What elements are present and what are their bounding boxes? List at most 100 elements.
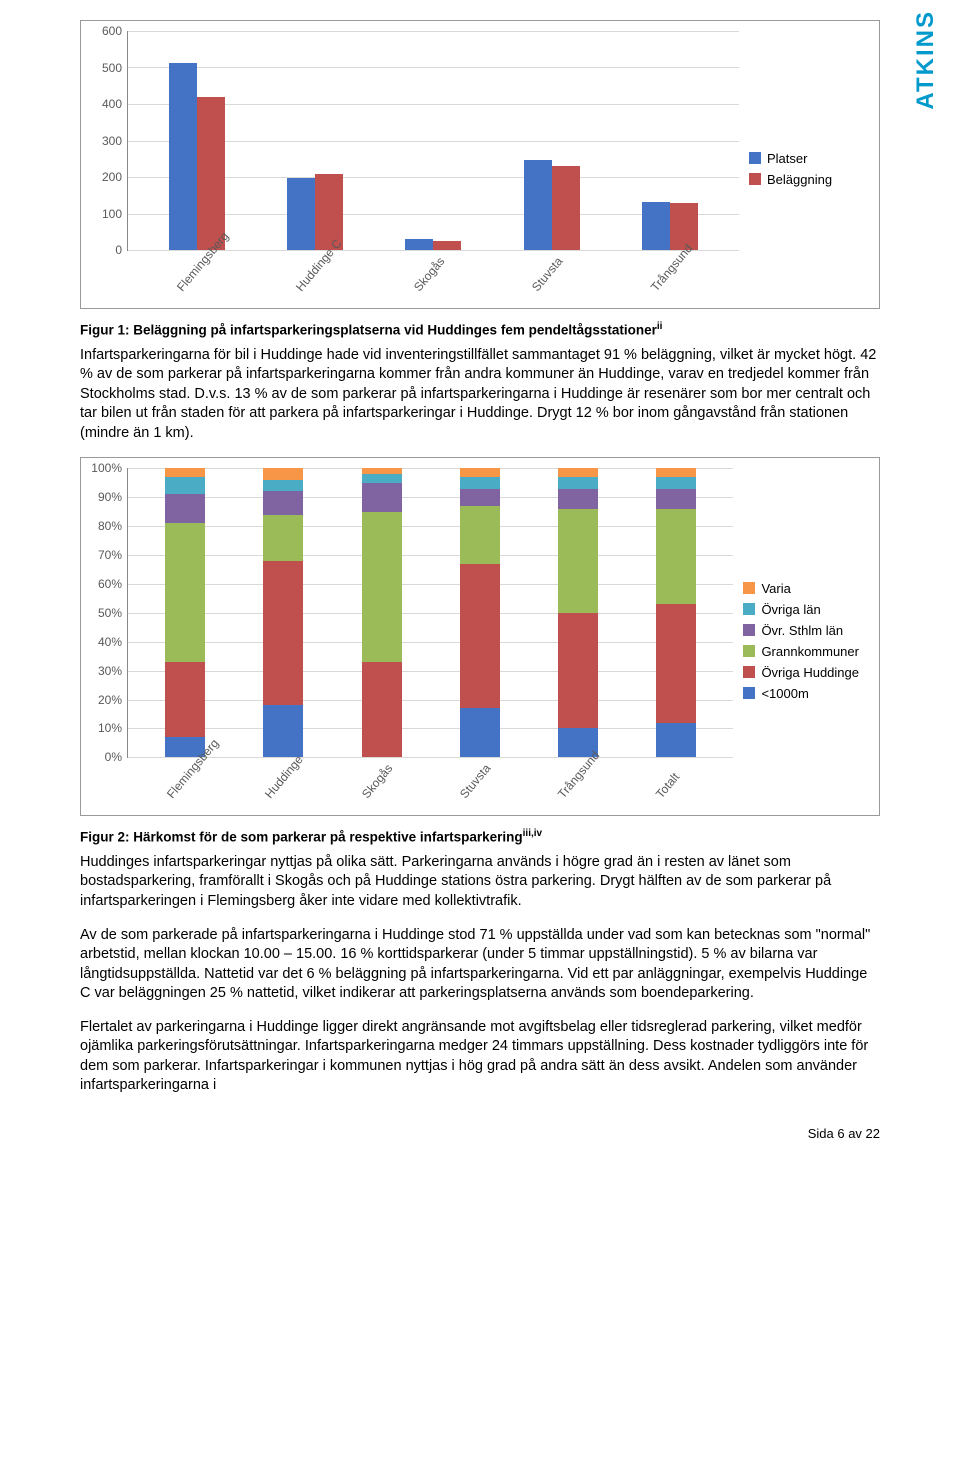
chart-2-segment [460,468,500,477]
chart-2-ytick: 60% [98,577,128,591]
figure-2-caption-text: Figur 2: Härkomst för de som parkerar på… [80,830,523,845]
legend-label: Övr. Sthlm län [761,623,843,638]
chart-2-ytick: 90% [98,490,128,504]
chart-2-ytick: 80% [98,519,128,533]
legend-label: Varia [761,581,790,596]
chart-1-bar [642,202,670,250]
paragraph-2: Huddinges infartsparkeringar nyttjas på … [80,853,880,912]
chart-2-stacked-bar [656,468,696,757]
chart-1-bar-group [642,202,698,250]
chart-1-bars [128,31,739,250]
paragraph-4: Flertalet av parkeringarna i Huddinge li… [80,1018,880,1096]
chart-2-ytick: 100% [91,461,128,475]
legend-label: Platser [767,151,807,166]
legend-swatch-icon [743,645,755,657]
chart-2-segment [656,604,696,722]
chart-1-ytick: 400 [102,97,128,111]
chart-2-segment [165,523,205,662]
chart-2-segment [558,613,598,729]
chart-2-segment [263,491,303,514]
chart-2-segment [558,489,598,509]
chart-1-ytick: 600 [102,24,128,38]
chart-2-ytick: 70% [98,548,128,562]
chart-2-ytick: 40% [98,635,128,649]
chart-2-segment [656,468,696,477]
chart-1-bar-group [524,160,580,250]
chart-2-legend-item: Övriga Huddinge [743,665,859,680]
chart-1-bar [197,97,225,250]
chart-1-xlabel: Flemingsberg [174,242,249,318]
legend-swatch-icon [749,173,761,185]
chart-2-ytick: 10% [98,721,128,735]
chart-2-segment [263,480,303,492]
chart-2-legend-item: Grannkommuner [743,644,859,659]
chart-1-bar [405,239,433,250]
chart-1-bar-group [169,63,225,250]
chart-2-stacked-bar [460,468,500,757]
chart-2-ytick: 20% [98,693,128,707]
page-footer: Sida 6 av 22 [80,1126,880,1141]
chart-2-segment [362,512,402,662]
chart-2-segment [263,561,303,706]
chart-1-legend: Platser Beläggning [749,31,869,306]
chart-1-ytick: 0 [115,243,128,257]
legend-swatch-icon [743,666,755,678]
legend-label: Övriga Huddinge [761,665,859,680]
chart-1-xlabel: Trångsund [648,242,723,318]
figure-1-footnote: ii [657,321,663,332]
chart-2-xlabel: Skogås [359,749,434,825]
chart-2-ytick: 50% [98,606,128,620]
legend-label: <1000m [761,686,808,701]
chart-1-plot: 0100200300400500600 [127,31,739,251]
chart-2-segment [558,509,598,613]
chart-2-segment [558,477,598,489]
legend-label: Beläggning [767,172,832,187]
legend-swatch-icon [743,582,755,594]
paragraph-3: Av de som parkerade på infartsparkeringa… [80,926,880,1004]
chart-1-xlabel: Skogås [411,242,486,318]
chart-2-container: 0%10%20%30%40%50%60%70%80%90%100% Flemin… [80,457,880,816]
chart-2-stacked-bar [558,468,598,757]
legend-swatch-icon [743,624,755,636]
figure-1-caption-text: Figur 1: Beläggning på infartsparkerings… [80,323,657,338]
chart-2-segment [263,515,303,561]
chart-2-xlabel: Flemingsberg [164,749,239,825]
chart-1-container: 0100200300400500600 FlemingsbergHuddinge… [80,20,880,309]
chart-2-segment [558,468,598,477]
chart-2-ytick: 30% [98,664,128,678]
chart-2-gridline [128,757,733,758]
chart-2-segment [656,489,696,509]
figure-2-footnote: iii,iv [523,828,542,839]
chart-1-legend-item: Beläggning [749,172,859,187]
chart-2-segment [460,489,500,506]
chart-2-stacked-bar [263,468,303,757]
chart-2-xlabel: Stuvsta [457,749,532,825]
chart-2-xlabel: Totalt [653,749,728,825]
brand-logo: ATKINS [912,10,940,110]
legend-swatch-icon [743,687,755,699]
chart-1-ytick: 100 [102,207,128,221]
chart-2-legend-item: Varia [743,581,859,596]
chart-2-segment [263,468,303,480]
chart-1-xlabels: FlemingsbergHuddinge CSkogåsStuvstaTrång… [127,251,739,306]
legend-label: Grannkommuner [761,644,859,659]
chart-2-legend-item: <1000m [743,686,859,701]
chart-2-segment [460,506,500,564]
chart-2-legend: VariaÖvriga länÖvr. Sthlm länGrannkommun… [743,468,869,813]
chart-1-legend-item: Platser [749,151,859,166]
chart-2-segment [656,477,696,489]
chart-2-xlabel: Trångsund [555,749,630,825]
chart-2-segment [165,468,205,477]
chart-2-segment [656,509,696,604]
chart-1-bar [552,166,580,250]
chart-2-bars [128,468,733,757]
chart-2-segment [362,483,402,512]
chart-2-segment [165,662,205,737]
chart-1-ytick: 200 [102,170,128,184]
chart-1-bar [287,178,315,250]
chart-2-segment [362,662,402,757]
chart-1-xlabel: Stuvsta [529,242,604,318]
chart-2-stacked-bar [362,468,402,757]
chart-1-bar [315,174,343,250]
chart-1-ytick: 500 [102,61,128,75]
